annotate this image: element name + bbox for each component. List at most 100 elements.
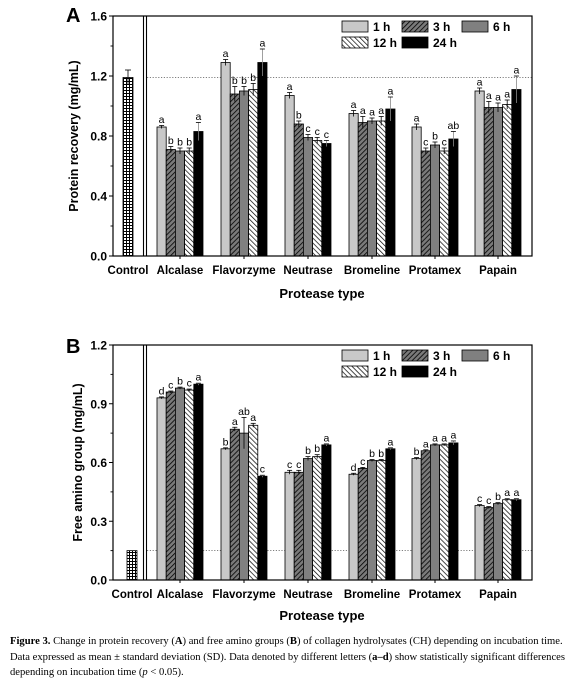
panel-b-significance-letter: c (296, 459, 301, 471)
panel-b-bar-papain-6h (492, 503, 503, 581)
panel-b-bar-flavorzyme-6h (238, 432, 249, 581)
panel-b-bar-alcalase-6h (174, 387, 185, 581)
panel-a-significance-letter: a (287, 81, 293, 93)
panel-b-bar-papain-1h (474, 505, 485, 581)
panel-b-bar-protamex-3h (420, 450, 431, 581)
panel-b-significance-letter: c (168, 380, 173, 392)
panel-b-bar-bromeline-6h (366, 460, 377, 581)
panel-a-significance-letter: a (504, 89, 510, 101)
panel-b-y-tick-label: 0.9 (90, 397, 107, 411)
panel-b-bar-flavorzyme-12h (248, 424, 259, 581)
panel-b-significance-letter: b (177, 376, 183, 388)
panel-a-bar-bromeline-12h (376, 120, 387, 257)
panel-b-bar-neutrase-3h (293, 471, 304, 581)
panel-a-significance-letter: a (360, 105, 366, 117)
panel-a-significance-letter: a (378, 105, 384, 117)
panel-a-legend-swatch-6h (461, 20, 489, 33)
panel-b-legend-swatch-6h (461, 349, 489, 362)
panel-b-legend-label-24h: 24 h (433, 365, 457, 379)
panel-b-legend-swatch-3h (401, 349, 429, 362)
panel-a-bar-protamex-6h (429, 144, 440, 257)
panel-a-bar-neutrase-1h (284, 95, 295, 257)
panel-a-y-tick-label: 0.0 (90, 250, 107, 264)
panel-a-significance-letter: b (296, 110, 302, 122)
panel-a-bar-protamex-24h (448, 138, 459, 257)
panel-b-legend-swatch-1h (341, 349, 369, 362)
panel-b-significance-letter: b (223, 436, 229, 448)
caption-label: Figure 3. (10, 636, 51, 647)
panel-a-significance-letter: a (414, 113, 420, 125)
panel-b-bar-neutrase-6h (302, 458, 313, 581)
panel-a-x-label-neutrase: Neutrase (283, 265, 332, 277)
panel-b-bar-alcalase-3h (165, 391, 176, 581)
panel-a-x-label-protamex: Protamex (409, 265, 462, 277)
panel-b-legend-label-3h: 3 h (433, 349, 450, 363)
panel-a-bar-bromeline-1h (348, 113, 359, 257)
panel-a-significance-letter: a (477, 77, 483, 89)
figure-caption: Figure 3. Change in protein recovery (A)… (10, 634, 572, 681)
panel-a-control-bar (122, 77, 134, 257)
panel-a-bar-flavorzyme-3h (229, 93, 240, 257)
panel-b-bar-neutrase-1h (284, 471, 295, 581)
panel-b-significance-letter: a (450, 429, 456, 441)
panel-b-significance-letter: a (513, 487, 519, 499)
panel-b-significance-letter: a (423, 438, 429, 450)
panel-b-significance-letter: a (504, 487, 510, 499)
panel-a-bar-alcalase-12h (184, 150, 195, 257)
panel-a-significance-letter: a (259, 38, 265, 50)
panel-b-significance-letter: b (414, 446, 420, 458)
panel-b-significance-letter: c (486, 495, 491, 507)
panel-a-bar-papain-3h (483, 107, 494, 257)
panel-a-x-label-papain: Papain (479, 265, 517, 277)
panel-b-panel-label: B (66, 336, 80, 358)
panel-a-significance-letter: b (177, 137, 183, 149)
panel-b-bar-flavorzyme-3h (229, 428, 240, 581)
caption-ref-a: A (174, 636, 183, 647)
panel-b-y-tick-label: 0.3 (90, 515, 107, 529)
panel-a-legend-swatch-24h (401, 36, 429, 49)
panel-a-significance-letter: b (186, 137, 192, 149)
panel-a-bar-neutrase-12h (312, 140, 323, 257)
panel-b-significance-letter: b (495, 491, 501, 503)
panel-b-legend-swatch-24h (401, 365, 429, 378)
panel-a-significance-letter: a (513, 65, 519, 77)
panel-b-significance-letter: c (287, 459, 292, 471)
panel-b-bar-flavorzyme-1h (220, 448, 231, 581)
panel-b-legend-label-12h: 12 h (373, 365, 397, 379)
panel-a-panel-label: A (66, 5, 80, 27)
panel-b-bar-papain-24h (511, 499, 522, 581)
panel-a-y-tick-label: 0.8 (90, 130, 107, 144)
panel-a-legend: 1 h 3 h 6 h 12 h 24 h (341, 20, 510, 50)
panel-b-bar-protamex-1h (411, 458, 422, 581)
panel-b-significance-letter: a (232, 416, 238, 428)
panel-a-bar-alcalase-1h (156, 126, 167, 257)
caption-p-symbol: p (142, 667, 148, 678)
panel-a-significance-letter: a (486, 90, 492, 102)
panel-a-bar-flavorzyme-12h (248, 89, 259, 257)
panel-b-bar-papain-12h (502, 499, 513, 581)
caption-ref-b: B (289, 636, 297, 647)
panel-b-bar-bromeline-12h (376, 460, 387, 581)
panel-b-bar-protamex-12h (439, 444, 450, 581)
panel-a-significance-letter: ab (448, 120, 460, 132)
panel-a-legend-swatch-3h (401, 20, 429, 33)
panel-a-significance-letter: b (432, 131, 438, 143)
panel-a-legend-label-6h: 6 h (493, 20, 510, 34)
panel-a-significance-letter: a (195, 111, 201, 123)
panel-b-bar-bromeline-24h (385, 448, 396, 581)
panel-a-significance-letter: c (442, 137, 447, 149)
panel-b-legend: 1 h 3 h 6 h 12 h 24 h (341, 349, 510, 379)
panel-b-x-label-flavorzyme: Flavorzyme (212, 589, 275, 601)
panel-a-significance-letter: a (351, 99, 357, 111)
panel-b-x-label-papain: Papain (479, 589, 517, 601)
panel-b-significance-letter: a (432, 432, 438, 444)
panel-a-bar-papain-6h (492, 107, 503, 257)
panel-a-x-label-bromeline: Bromeline (344, 265, 400, 277)
panel-b-bar-alcalase-24h (193, 383, 204, 581)
panel-b-bar-protamex-6h (429, 444, 440, 581)
panel-b-x-label-bromeline: Bromeline (344, 589, 400, 601)
panel-b-significance-letter: a (250, 412, 256, 424)
panel-a-significance-letter: a (387, 86, 393, 98)
panel-b-x-axis-title: Protease type (279, 608, 364, 623)
